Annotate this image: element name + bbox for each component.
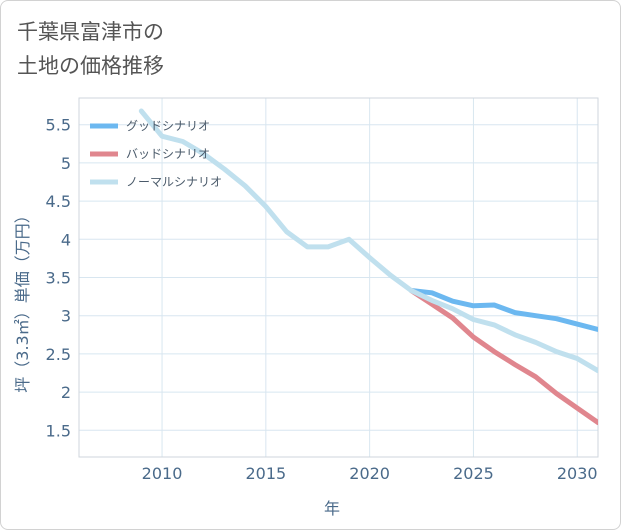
y-tick-label: 5 [61, 154, 71, 173]
series-line-1 [408, 288, 598, 426]
y-tick-label: 1.5 [46, 421, 71, 440]
series-line-0 [408, 288, 598, 332]
y-tick-label: 3.5 [46, 269, 71, 288]
y-tick-label: 4.5 [46, 192, 71, 211]
series-lines [138, 108, 598, 426]
x-tick-label: 2025 [453, 464, 494, 483]
y-axis-label: 坪（3.3㎡）単価（万円） [13, 207, 32, 392]
legend-label: ノーマルシナリオ [126, 175, 222, 189]
y-tick-label: 3 [61, 307, 71, 326]
y-tick-label: 5.5 [46, 116, 71, 135]
legend-label: グッドシナリオ [126, 119, 210, 133]
x-tick-label: 2015 [245, 464, 286, 483]
x-axis-label: 年 [324, 499, 340, 518]
series-line-2 [138, 108, 598, 374]
y-tick-labels: 1.5 2 2.5 3 3.5 4 4.5 5 5.5 [46, 116, 71, 441]
plot-area-frame [78, 97, 599, 458]
x-tick-label: 2030 [557, 464, 598, 483]
grid [79, 98, 598, 457]
y-tick-label: 4 [61, 230, 71, 249]
y-tick-label: 2.5 [46, 345, 71, 364]
x-tick-label: 2020 [349, 464, 390, 483]
y-tick-label: 2 [61, 383, 71, 402]
chart-title: 千葉県富津市の 土地の価格推移 [17, 20, 164, 78]
x-tick-label: 2010 [142, 464, 183, 483]
legend-label: バッドシナリオ [126, 147, 210, 161]
x-tick-labels: 2010 2015 2020 2025 2030 [142, 464, 598, 483]
